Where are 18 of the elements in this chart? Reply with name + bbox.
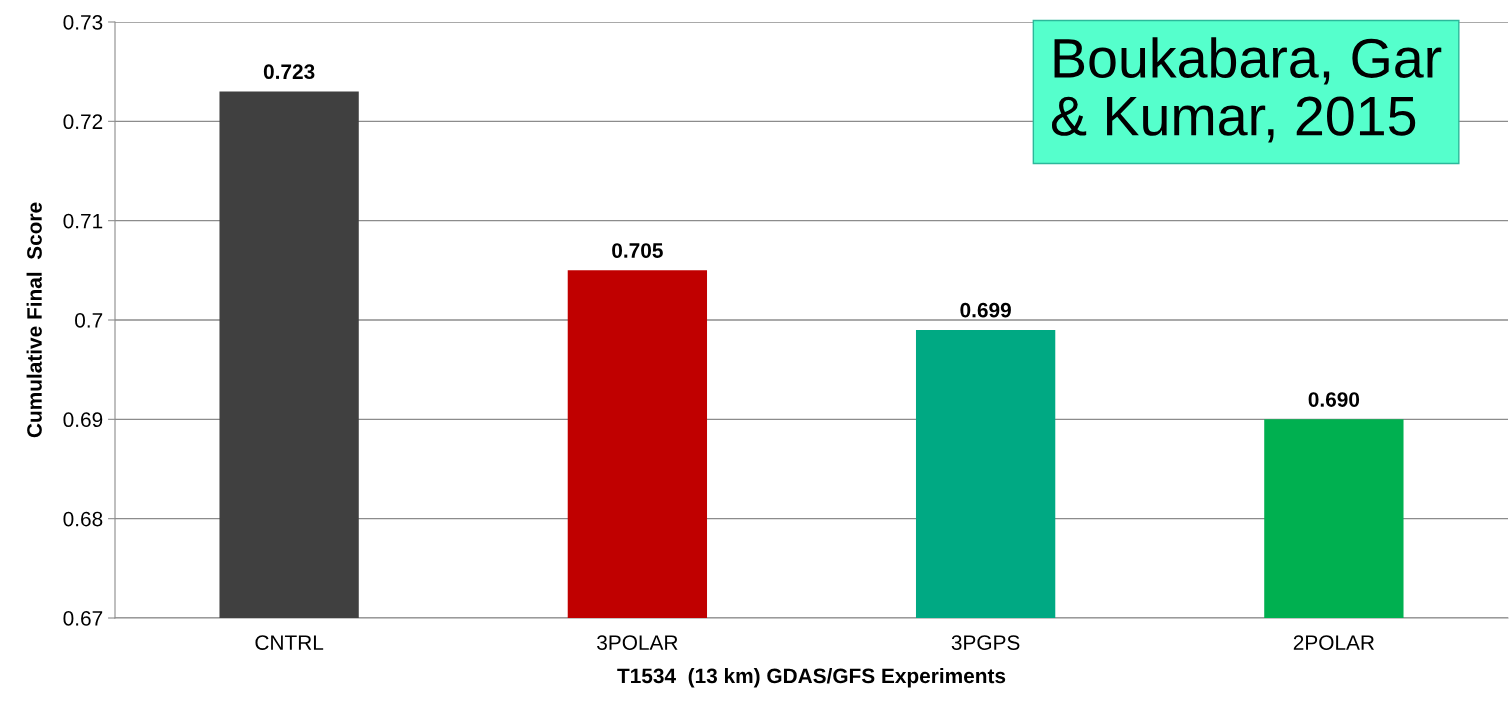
y-tick-label: 0.67 <box>63 611 103 626</box>
y-tick-label: 0.7 <box>75 313 103 328</box>
x-tick-label: 3PGPS <box>951 635 1020 650</box>
y-axis-title: Cumulative Final Score <box>26 202 42 438</box>
y-tick-label: 0.72 <box>63 114 103 130</box>
x-tick-label: 2POLAR <box>1293 635 1375 650</box>
annotation: Boukabara, Gar & Kumar, 2015 <box>1051 37 1442 143</box>
data-label: 0.699 <box>960 302 1011 318</box>
y-tick-label: 0.73 <box>63 15 103 30</box>
data-label: 0.690 <box>1308 392 1360 407</box>
data-label: 0.723 <box>263 64 315 80</box>
x-tick-label: 3POLAR <box>597 635 678 650</box>
x-axis-title: T1534 (13 km) GDAS/GFS Experiments <box>617 667 1006 688</box>
y-tick-label: 0.69 <box>63 412 103 428</box>
y-tick-label: 0.68 <box>63 511 103 527</box>
x-tick-label: CNTRL <box>255 635 324 650</box>
y-tick-label: 0.71 <box>63 213 103 229</box>
data-label: 0.705 <box>612 243 663 258</box>
